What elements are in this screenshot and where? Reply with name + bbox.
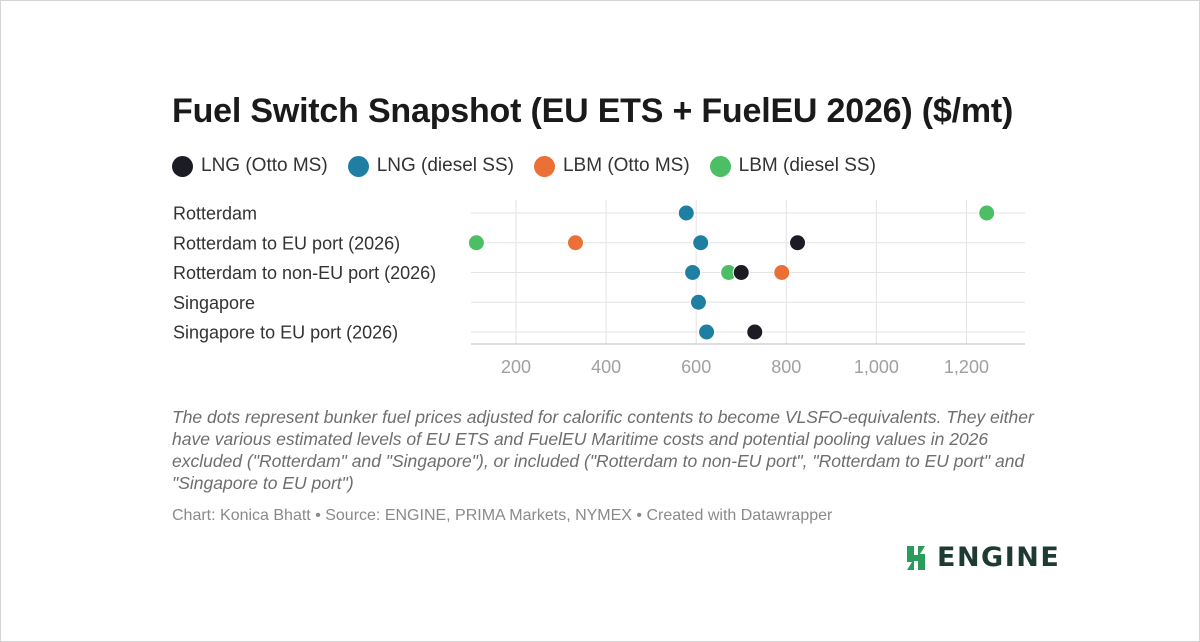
data-point	[789, 234, 807, 252]
data-point	[692, 234, 710, 252]
engine-logo: ENGINE	[903, 542, 1060, 573]
data-point	[684, 264, 702, 281]
legend-swatch	[709, 155, 731, 177]
legend-label: LNG (Otto MS)	[201, 155, 328, 176]
data-point	[677, 204, 695, 222]
data-point	[773, 264, 791, 281]
data-point	[978, 204, 996, 222]
x-tick-label: 200	[501, 357, 531, 377]
data-point	[467, 234, 485, 252]
chart-plot: Rotterdam Rotterdam to EU port (2026) Rott…	[173, 200, 1025, 377]
legend-label: LBM (Otto MS)	[562, 155, 690, 176]
data-point	[698, 323, 716, 341]
x-tick-label: 400	[591, 357, 621, 377]
x-tick-label: 800	[771, 357, 801, 377]
legend-item: LBM (Otto MS)	[533, 155, 690, 177]
engine-logo-icon	[907, 545, 925, 570]
category-label: Singapore	[173, 293, 255, 313]
category-label: Rotterdam to non-EU port (2026)	[173, 263, 436, 283]
chart-title: Fuel Switch Snapshot (EU ETS + FuelEU 20…	[172, 92, 1014, 130]
category-label: Rotterdam to EU port (2026)	[173, 233, 400, 253]
category-label: Singapore to EU port (2026)	[173, 323, 398, 343]
x-tick-label: 600	[681, 357, 711, 377]
x-tick-label: 1,200	[944, 357, 989, 377]
data-point	[566, 234, 584, 252]
category-label: Rotterdam	[173, 204, 257, 224]
chart-caption: The dots represent bunker fuel prices ad…	[172, 407, 1034, 493]
data-point	[746, 323, 764, 341]
legend-swatch	[347, 155, 369, 177]
data-point	[732, 264, 750, 281]
chart-legend: LNG (Otto MS) LNG (diesel SS) LBM (Otto MS…	[172, 155, 876, 177]
legend-item: LNG (Otto MS)	[172, 155, 328, 177]
x-tick-label: 1,000	[854, 357, 899, 377]
chart-footer: Chart: Konica Bhatt • Source: ENGINE, PR…	[172, 507, 833, 524]
legend-item: LNG (diesel SS)	[347, 155, 514, 177]
engine-logo-text: ENGINE	[937, 542, 1061, 573]
legend-swatch	[172, 155, 193, 177]
legend-swatch	[533, 155, 555, 177]
legend-label: LNG (diesel SS)	[376, 155, 514, 176]
legend-label: LBM (diesel SS)	[738, 155, 876, 176]
data-point	[689, 293, 707, 311]
legend-item: LBM (diesel SS)	[709, 155, 876, 177]
